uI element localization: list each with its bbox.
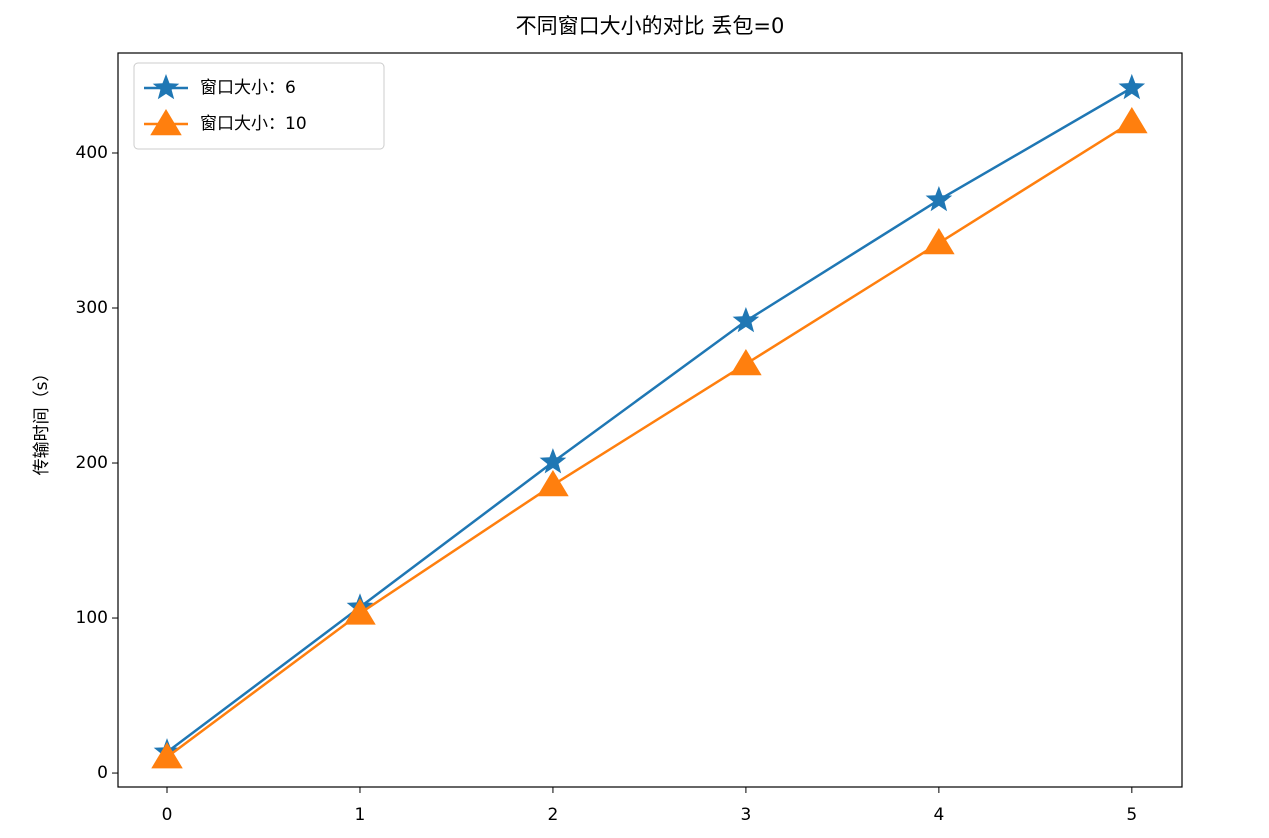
- x-tick-label: 4: [933, 805, 944, 825]
- legend-label: 窗口大小：6: [200, 78, 296, 98]
- x-tick-label: 2: [548, 805, 559, 825]
- point-marker: [537, 470, 569, 497]
- point-marker: [151, 742, 183, 769]
- y-tick-label: 200: [76, 453, 108, 473]
- x-tick-label: 1: [355, 805, 366, 825]
- point-marker: [923, 228, 955, 255]
- y-tick-label: 400: [76, 143, 108, 163]
- point-marker: [1118, 73, 1146, 100]
- y-tick-label: 0: [97, 763, 108, 783]
- point-marker: [925, 186, 953, 212]
- legend-marker: [150, 109, 182, 136]
- point-marker: [732, 307, 760, 333]
- x-tick-label: 0: [162, 805, 173, 825]
- series-line: [166, 120, 1133, 759]
- legend-box: [133, 62, 385, 150]
- series-line: [166, 86, 1133, 754]
- y-tick-label: 300: [76, 298, 108, 318]
- x-tick-label: 5: [1126, 805, 1137, 825]
- point-marker: [344, 598, 376, 625]
- point-marker: [730, 348, 762, 376]
- legend-marker: [152, 74, 180, 100]
- y-axis-label: 传输时间（s）: [32, 365, 52, 476]
- chart-title: 不同窗口大小的对比 丢包=0: [516, 14, 785, 38]
- point-marker: [1116, 106, 1148, 134]
- x-tick-label: 3: [740, 805, 751, 825]
- plot-frame: [117, 52, 1183, 788]
- legend-label: 窗口大小：10: [200, 114, 307, 134]
- point-marker: [539, 448, 567, 474]
- y-tick-label: 100: [76, 608, 108, 628]
